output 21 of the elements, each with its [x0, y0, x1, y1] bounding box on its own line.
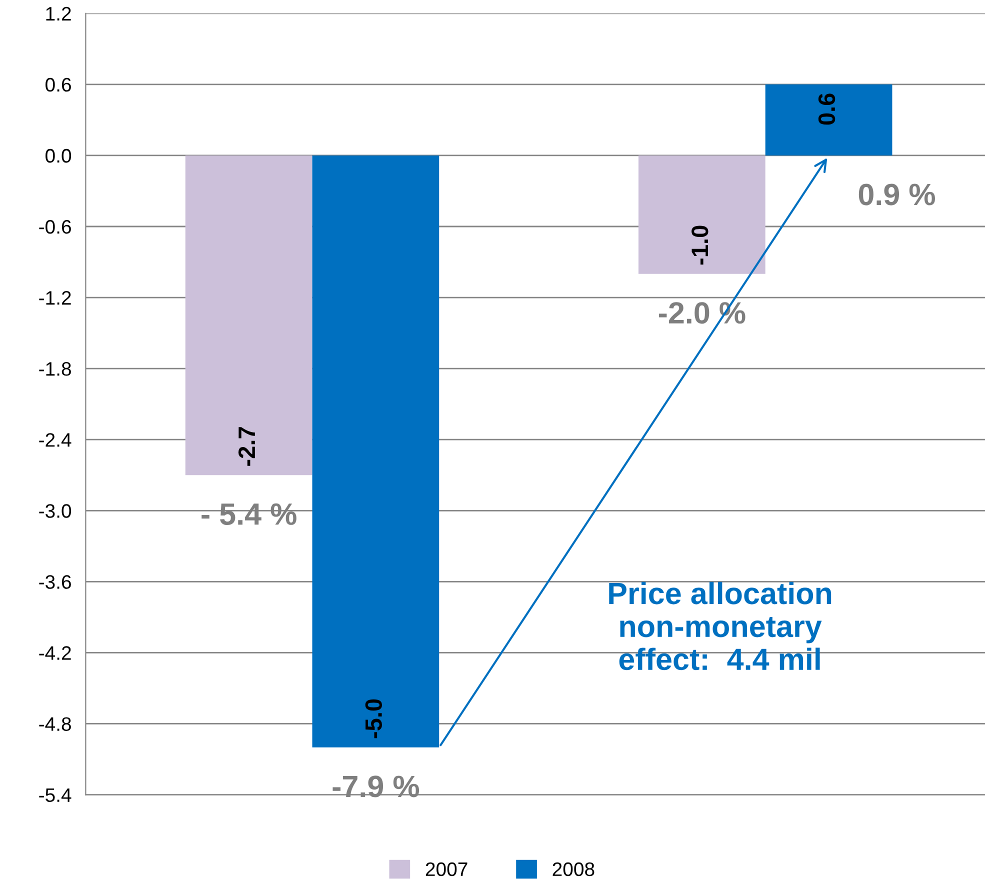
y-tick-label: 0.0	[46, 148, 72, 163]
y-tick-label: -0.6	[39, 220, 71, 234]
y-tick-label: 0.6	[46, 78, 71, 92]
y-tick-label: -4.2	[39, 646, 71, 660]
annotation: -7.9 %	[332, 776, 420, 798]
y-tick-label: -2.4	[39, 433, 72, 447]
data-label: -5.0	[365, 699, 382, 738]
y-tick-label: 1.2	[46, 6, 71, 20]
y-tick-label: -3.6	[39, 575, 71, 589]
legend-label: 2007	[426, 862, 468, 876]
y-tick-label: -5.4	[39, 788, 72, 802]
y-tick-label: -1.8	[39, 362, 71, 376]
y-tick-label: -1.2	[39, 291, 71, 305]
y-tick-label: -3.0	[39, 504, 72, 518]
annotation: 0.9 %	[858, 184, 936, 206]
data-label: -2.7	[238, 427, 255, 466]
legend-label: 2008	[552, 862, 594, 876]
y-tick-label: -4.8	[39, 717, 71, 731]
data-label: -1.0	[692, 226, 708, 265]
annotation: Price allocation non-monetary effect: 4.4 mil	[609, 582, 832, 670]
data-label: 0.6	[818, 94, 836, 125]
